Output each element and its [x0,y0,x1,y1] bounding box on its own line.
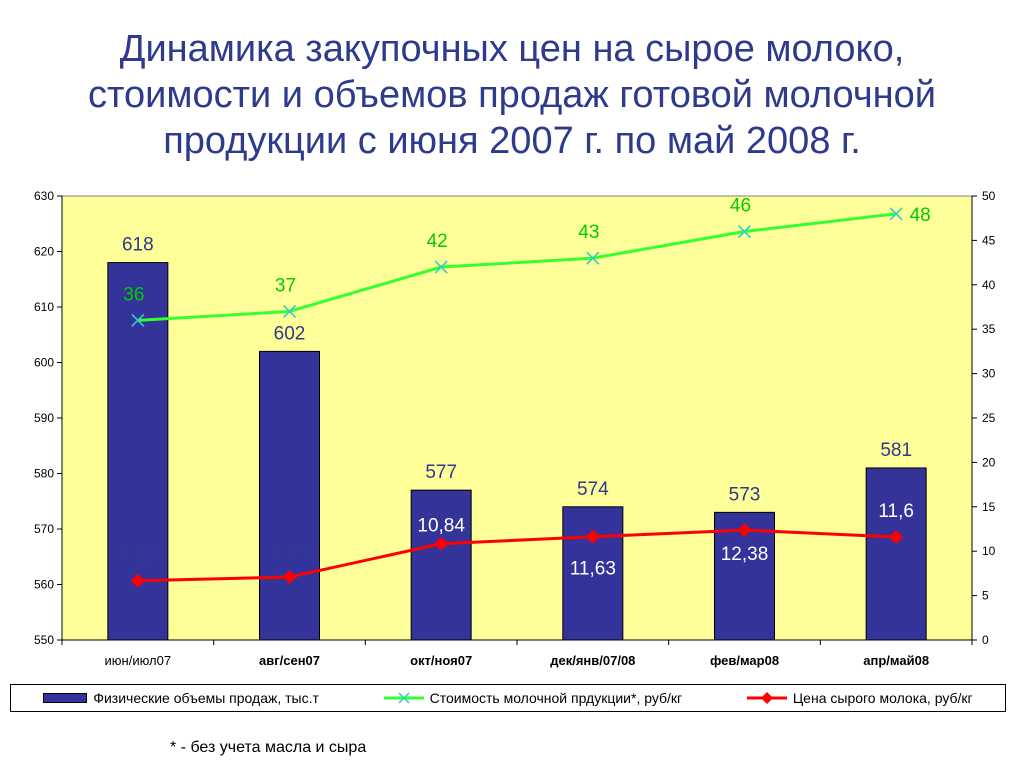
x-tick-label: фев/мар08 [710,653,779,668]
raw-milk-price-line [137,528,897,583]
product-cost-value-label: 48 [910,205,931,226]
legend-label-product-cost: Стоимость молочной прдукции*, руб/кг [429,690,683,706]
y-right-tick-label: 20 [982,455,996,469]
x-tick-label: июн/июл07 [105,653,172,668]
legend-swatch-raw-milk-price [746,692,787,704]
bar [865,467,927,641]
product-cost-marker [131,313,145,327]
x-tick-label: окт/ноя07 [410,653,472,668]
bar-value-label: 602 [274,323,306,344]
y-left-tick-label: 630 [34,189,54,203]
bar [410,489,472,641]
y-right-tick-label: 40 [982,278,996,292]
product-cost-value-label: 37 [275,275,296,296]
product-cost-marker [889,207,903,221]
y-right-tick-label: 35 [982,322,996,336]
y-right-tick-label: 0 [982,633,989,647]
y-right-tick-label: 25 [982,411,996,425]
legend-item-volume: Физические объемы продаж, тыс.т [43,690,319,706]
legend: Физические объемы продаж, тыс.т Стоимост… [10,684,1006,712]
x-tick-label: апр/май08 [863,653,929,668]
legend-label-raw-milk-price: Цена сырого молока, руб/кг [792,690,973,706]
y-left-tick-label: 550 [34,633,54,647]
product-cost-marker [586,251,600,265]
legend-swatch-product-cost [383,692,424,704]
product-cost-value-label: 36 [123,284,144,305]
y-left-tick-label: 590 [34,411,54,425]
raw-milk-price-value-label: 12,38 [721,544,769,565]
raw-milk-price-value-label: 11,63 [570,559,616,580]
x-tick-label: авг/сен07 [259,653,320,668]
product-cost-marker [434,260,448,274]
y-left-tick-label: 610 [34,300,54,314]
y-left-tick-label: 570 [34,522,54,536]
product-cost-value-label: 42 [427,231,448,252]
y-right-tick-label: 30 [982,367,996,381]
product-cost-value-label: 43 [578,222,599,243]
raw-milk-price-value-label: 7,09 [271,541,308,562]
raw-milk-price-marker [434,536,449,551]
combo-chart: 550 560 570 580 590 600 610 620 630 0 5 10 15 20 25 30 3… [34,189,996,668]
bar-value-label: 577 [425,462,457,483]
y-right-tick-label: 5 [982,589,989,603]
chart-title: Динамика закупочных цен на сырое молоко,… [40,26,984,164]
y-right-tick-label: 45 [982,233,996,247]
legend-label-volume: Физические объемы продаж, тыс.т [93,690,319,706]
y-left-tick-label: 600 [34,356,54,370]
bar [259,350,320,641]
product-cost-line [137,212,897,322]
product-cost-value-label: 46 [730,196,751,217]
raw-milk-price-value-label: 6,67 [119,547,156,568]
y-right-tick-label: 15 [982,500,996,514]
legend-item-product-cost: Стоимость молочной прдукции*, руб/кг [383,690,683,706]
footnote: * - без учета масла и сыра [170,739,367,756]
title-line-2: стоимости и объемов продаж готовой молоч… [88,74,936,116]
raw-milk-price-value-label: 11,6 [878,501,914,522]
y-left-tick-label: 620 [34,245,54,259]
title-line-3: продукции с июня 2007 г. по май 2008 г. [163,120,861,162]
raw-milk-price-marker [737,523,752,538]
y-right-tick-label: 10 [982,544,996,558]
raw-milk-price-value-label: 10,84 [417,516,465,537]
bar-value-label: 574 [577,479,609,500]
bar [562,506,624,641]
bar-value-label: 581 [880,440,912,461]
y-left-tick-label: 560 [34,578,54,592]
y-right-tick-label: 50 [982,189,996,203]
title-line-1: Динамика закупочных цен на сырое молоко, [119,28,905,70]
raw-milk-price-marker [585,529,600,544]
raw-milk-price-marker [130,573,145,588]
x-tick-label: дек/янв/07/08 [550,653,635,668]
raw-milk-price-marker [889,529,904,544]
product-cost-marker [737,224,752,239]
bar-value-label: 618 [122,235,154,256]
raw-milk-price-marker [282,570,297,585]
legend-item-raw-milk-price: Цена сырого молока, руб/кг [746,690,973,706]
legend-swatch-volume [43,693,88,703]
product-cost-marker [282,304,297,319]
y-left-tick-label: 580 [34,467,54,481]
bar-value-label: 573 [729,484,761,505]
